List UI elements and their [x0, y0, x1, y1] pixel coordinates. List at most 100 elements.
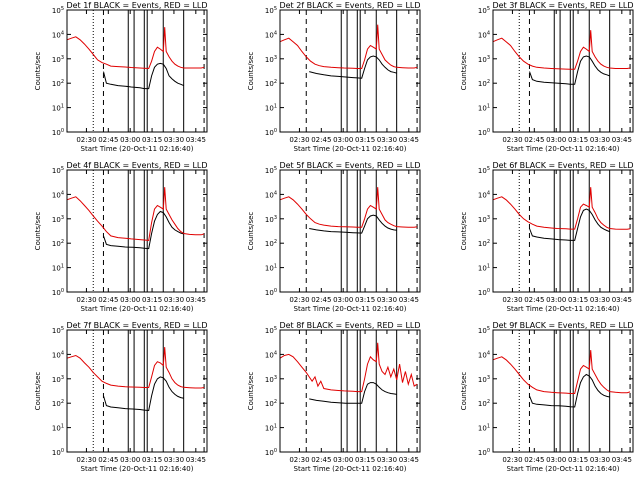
y-tick-label: 105	[265, 6, 277, 15]
events-series-line	[309, 382, 397, 404]
y-tick-label: 102	[52, 399, 64, 408]
x-tick-label: 02:45	[98, 456, 118, 464]
y-tick-label: 101	[52, 424, 64, 433]
events-series-line	[529, 373, 610, 408]
x-tick-label: 02:30	[76, 456, 96, 464]
x-tick-label: 03:45	[612, 296, 632, 304]
y-tick-label: 103	[478, 55, 490, 64]
x-tick-label: 03:00	[120, 456, 140, 464]
y-tick-label: 101	[265, 104, 277, 113]
y-tick-label: 101	[478, 424, 490, 433]
y-tick-label: 102	[265, 239, 277, 248]
x-axis-label: Start Time (20-Oct-11 02:16:40)	[507, 305, 620, 313]
y-tick-label: 100	[478, 288, 490, 297]
lld-series-line	[279, 187, 418, 228]
x-tick-label: 03:15	[355, 296, 375, 304]
x-tick-label: 03:15	[355, 136, 375, 144]
lld-series-line	[492, 350, 631, 394]
y-tick-label: 101	[478, 264, 490, 273]
y-tick-label: 103	[478, 215, 490, 224]
plot-frame	[279, 169, 421, 293]
y-tick-label: 100	[478, 448, 490, 457]
panel-title: Det 1f BLACK = Events, RED = LLD	[66, 1, 207, 10]
y-axis-label: Counts/sec	[247, 52, 255, 91]
x-tick-label: 03:15	[142, 136, 162, 144]
y-axis-label: Counts/sec	[34, 212, 42, 251]
y-tick-label: 101	[265, 424, 277, 433]
plot-frame	[492, 9, 634, 133]
x-axis-label: Start Time (20-Oct-11 02:16:40)	[294, 305, 407, 313]
lld-series-line	[279, 24, 418, 69]
x-tick-label: 03:45	[612, 456, 632, 464]
y-tick-label: 103	[52, 55, 64, 64]
x-axis-label: Start Time (20-Oct-11 02:16:40)	[507, 465, 620, 473]
y-tick-label: 102	[478, 79, 490, 88]
x-tick-label: 02:45	[311, 296, 331, 304]
y-tick-label: 102	[478, 239, 490, 248]
x-tick-label: 02:30	[76, 136, 96, 144]
x-tick-label: 03:30	[377, 136, 397, 144]
y-tick-label: 100	[265, 448, 277, 457]
y-tick-label: 104	[265, 350, 277, 359]
events-series-line	[103, 62, 184, 90]
y-axis-label: Counts/sec	[460, 372, 468, 411]
x-tick-label: 03:00	[333, 296, 353, 304]
x-tick-label: 03:00	[120, 136, 140, 144]
x-tick-label: 02:30	[76, 296, 96, 304]
y-tick-label: 105	[52, 166, 64, 175]
plot-frame	[66, 9, 208, 133]
y-tick-label: 105	[478, 326, 490, 335]
x-tick-label: 03:30	[164, 136, 184, 144]
y-tick-label: 100	[52, 128, 64, 137]
plot-frame	[492, 169, 634, 293]
y-tick-label: 100	[265, 128, 277, 137]
y-tick-label: 101	[478, 104, 490, 113]
y-tick-label: 102	[265, 399, 277, 408]
y-tick-label: 104	[265, 30, 277, 39]
plot-frame	[279, 9, 421, 133]
x-tick-label: 02:45	[524, 136, 544, 144]
x-tick-label: 03:45	[399, 136, 419, 144]
x-tick-label: 02:45	[98, 136, 118, 144]
y-tick-label: 102	[478, 399, 490, 408]
y-tick-label: 103	[478, 375, 490, 384]
x-tick-label: 03:30	[590, 456, 610, 464]
x-tick-label: 03:15	[355, 456, 375, 464]
y-tick-label: 101	[265, 264, 277, 273]
y-tick-label: 103	[52, 215, 64, 224]
panel-title: Det 8f BLACK = Events, RED = LLD	[279, 321, 420, 330]
lld-series-line	[66, 187, 205, 241]
x-tick-label: 02:45	[311, 456, 331, 464]
panel-title: Det 3f BLACK = Events, RED = LLD	[492, 1, 633, 10]
x-tick-label: 03:30	[164, 456, 184, 464]
y-tick-label: 105	[265, 166, 277, 175]
x-tick-label: 02:30	[502, 456, 522, 464]
x-tick-label: 03:30	[377, 456, 397, 464]
x-tick-label: 02:30	[289, 456, 309, 464]
x-tick-label: 03:00	[120, 296, 140, 304]
x-tick-label: 03:30	[164, 296, 184, 304]
y-axis-label: Counts/sec	[247, 372, 255, 411]
y-tick-label: 101	[52, 104, 64, 113]
panel-title: Det 9f BLACK = Events, RED = LLD	[492, 321, 633, 330]
x-axis-label: Start Time (20-Oct-11 02:16:40)	[81, 145, 194, 153]
y-axis-label: Counts/sec	[34, 372, 42, 411]
x-tick-label: 03:45	[186, 456, 206, 464]
y-tick-label: 104	[265, 190, 277, 199]
y-tick-label: 104	[478, 350, 490, 359]
y-tick-label: 103	[265, 215, 277, 224]
x-tick-label: 03:30	[590, 296, 610, 304]
y-tick-label: 101	[52, 264, 64, 273]
panel-title: Det 6f BLACK = Events, RED = LLD	[492, 161, 633, 170]
y-tick-label: 100	[265, 288, 277, 297]
x-tick-label: 02:30	[502, 296, 522, 304]
y-tick-label: 104	[478, 190, 490, 199]
panel-title: Det 5f BLACK = Events, RED = LLD	[279, 161, 420, 170]
panel-title: Det 2f BLACK = Events, RED = LLD	[279, 1, 420, 10]
y-tick-label: 100	[478, 128, 490, 137]
